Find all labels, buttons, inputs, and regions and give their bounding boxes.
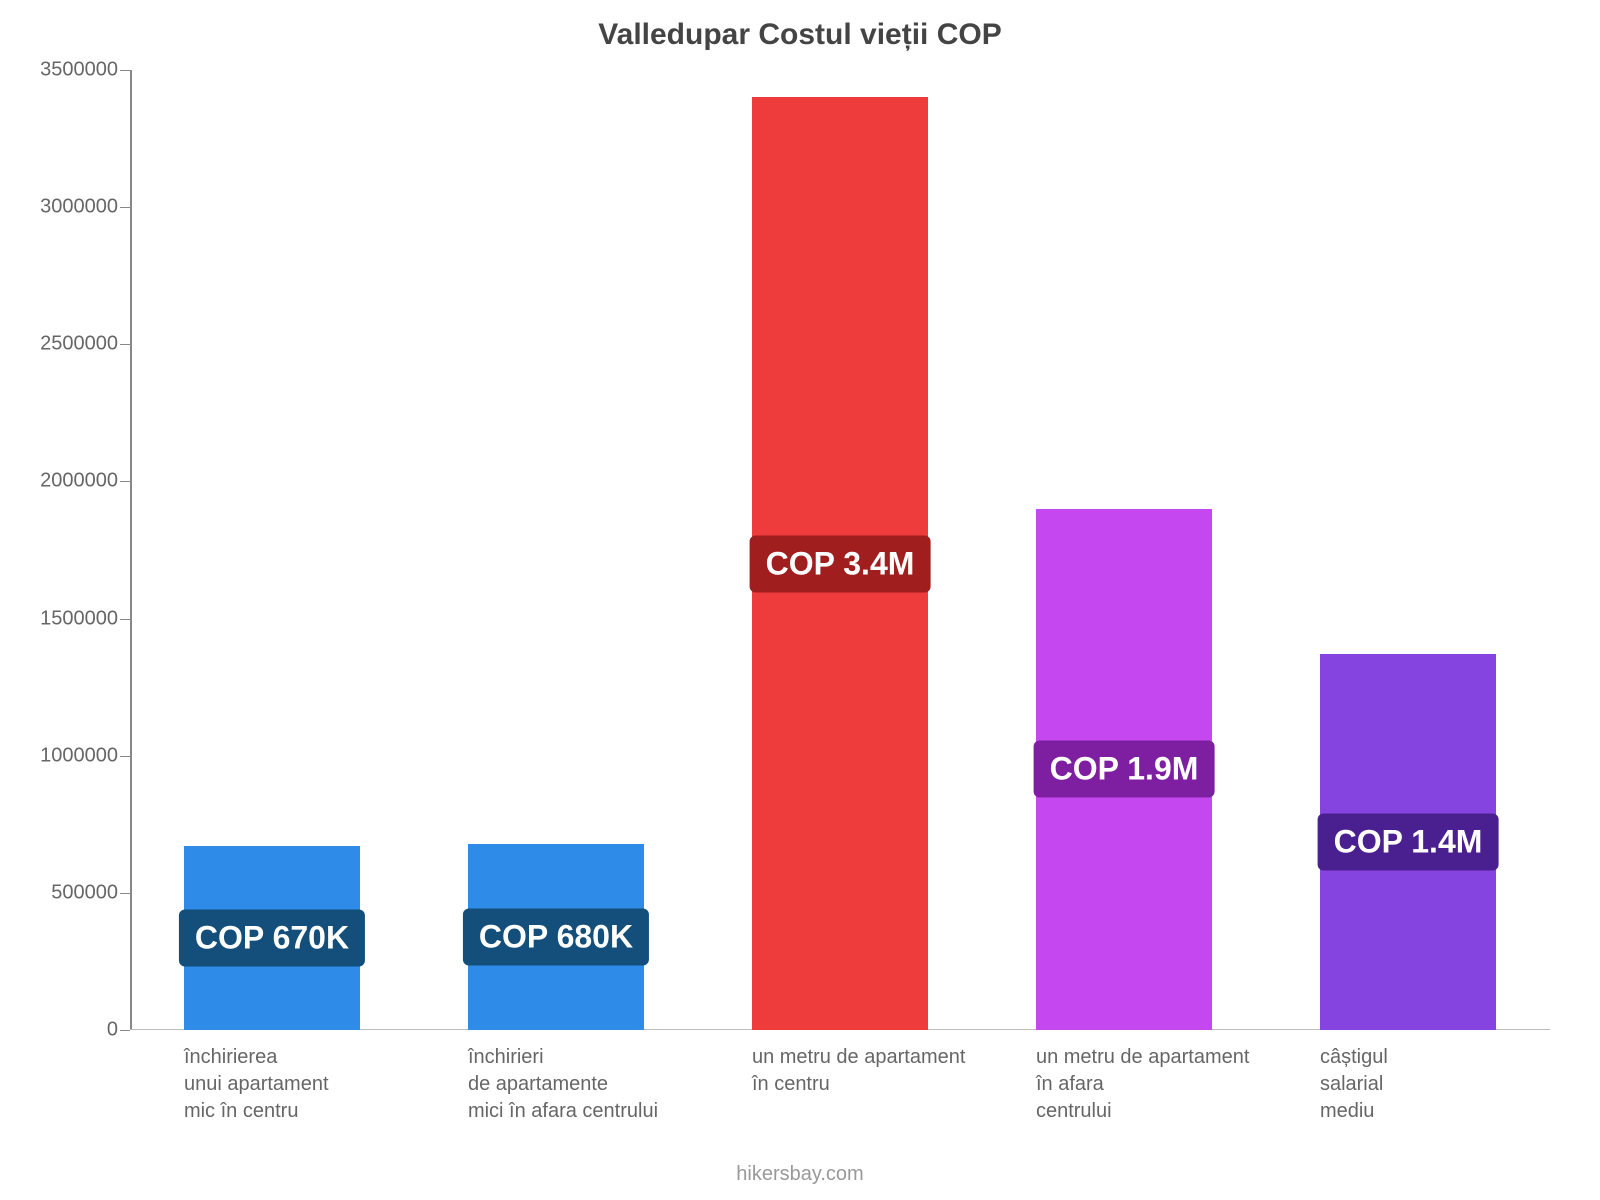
y-tick-label: 3000000 (10, 196, 118, 219)
x-category-label-line: unui apartament (184, 1071, 430, 1098)
chart-title: Valledupar Costul vieții COP (0, 0, 1600, 52)
x-category-label: câștigulsalarialmediu (1320, 1044, 1566, 1125)
x-category-label-line: în centru (752, 1071, 998, 1098)
x-category-label-line: închirieri (468, 1044, 714, 1071)
x-category-label-line: de apartamente (468, 1071, 714, 1098)
bar-value-label: COP 1.9M (1034, 741, 1215, 798)
y-tick-label: 0 (10, 1019, 118, 1042)
y-tick (120, 207, 130, 208)
bar-value-label: COP 670K (179, 910, 365, 967)
y-tick-label: 2500000 (10, 333, 118, 356)
x-category-label: închiriereaunui apartamentmic în centru (184, 1044, 430, 1125)
plot-area: 0500000100000015000002000000250000030000… (130, 70, 1550, 1030)
chart-container: Valledupar Costul vieții COP 05000001000… (0, 0, 1600, 1200)
x-category-label-line: închirierea (184, 1044, 430, 1071)
y-tick (120, 70, 130, 71)
y-tick-label: 1000000 (10, 744, 118, 767)
chart-footer: hikersbay.com (0, 1163, 1600, 1186)
bar-value-label: COP 680K (463, 908, 649, 965)
y-tick (120, 893, 130, 894)
y-tick (120, 1030, 130, 1031)
x-category-label-line: câștigul (1320, 1044, 1566, 1071)
y-tick-label: 1500000 (10, 607, 118, 630)
x-category-label-line: mic în centru (184, 1098, 430, 1125)
x-category-label-line: centrului (1036, 1098, 1282, 1125)
y-tick (120, 619, 130, 620)
y-tick (120, 344, 130, 345)
y-tick-label: 2000000 (10, 470, 118, 493)
bar-value-label: COP 1.4M (1318, 814, 1499, 871)
x-category-label-line: un metru de apartament (1036, 1044, 1282, 1071)
bar-value-label: COP 3.4M (750, 535, 931, 592)
x-category-label-line: un metru de apartament (752, 1044, 998, 1071)
x-category-label: un metru de apartamentîn afaracentrului (1036, 1044, 1282, 1125)
x-category-label: închirieride apartamentemici în afara ce… (468, 1044, 714, 1125)
x-category-label-line: mediu (1320, 1098, 1566, 1125)
y-tick (120, 756, 130, 757)
x-category-label: un metru de apartamentîn centru (752, 1044, 998, 1098)
y-tick (120, 481, 130, 482)
x-category-label-line: salarial (1320, 1071, 1566, 1098)
y-axis (130, 70, 132, 1030)
y-tick-label: 3500000 (10, 59, 118, 82)
x-category-label-line: mici în afara centrului (468, 1098, 714, 1125)
x-category-label-line: în afara (1036, 1071, 1282, 1098)
y-tick-label: 500000 (10, 881, 118, 904)
